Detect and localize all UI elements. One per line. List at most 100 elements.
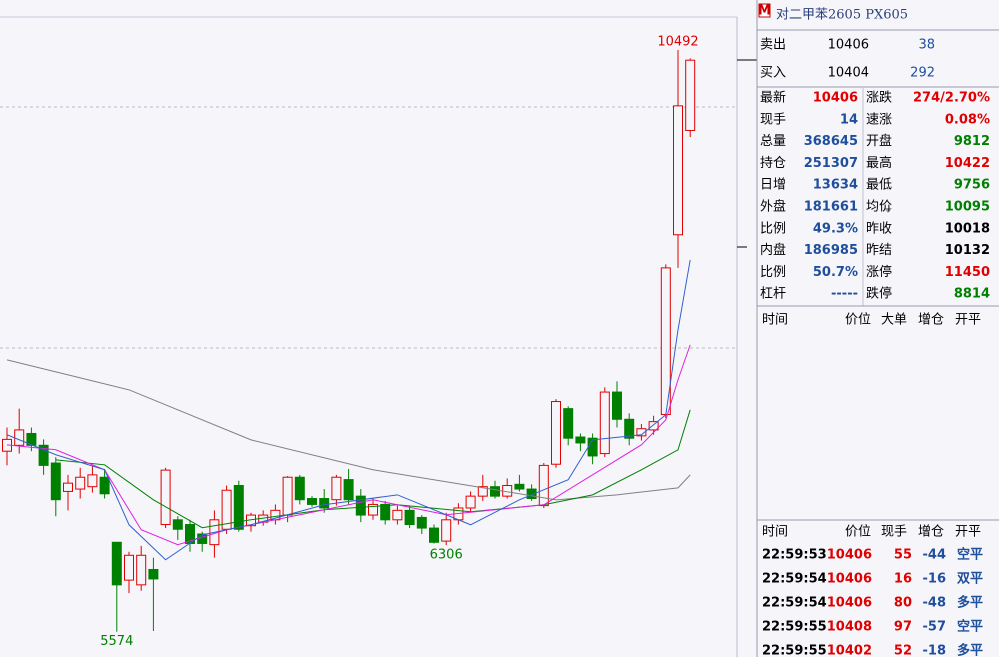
candle-body: [673, 105, 683, 236]
stat-label: 均价: [866, 200, 892, 215]
trade-cell: 80: [894, 596, 912, 611]
candle-body: [392, 509, 403, 521]
stat-label: 速涨: [866, 112, 892, 127]
trade-cell: 多平: [957, 643, 983, 657]
candle-body: [380, 503, 391, 521]
column-header: 现手: [881, 525, 907, 540]
stat-label: 昨结: [866, 243, 892, 258]
trade-cell: 22:59:54: [762, 572, 827, 587]
stat-label: 昨收: [866, 221, 892, 236]
price-annotation: 6306: [430, 548, 463, 563]
candle-body: [612, 391, 622, 420]
stat-label: 比例: [760, 221, 786, 236]
candle-body: [551, 401, 561, 465]
stat-value: 9756: [954, 178, 990, 193]
stat-value: 10018: [945, 221, 990, 236]
trade-cell: -44: [923, 548, 947, 563]
stat-label: 日增: [760, 178, 786, 193]
candle-body: [465, 495, 476, 509]
candle-body: [14, 429, 25, 446]
candle-body: [148, 568, 159, 580]
candle-body: [331, 476, 342, 501]
trade-cell: -18: [923, 644, 947, 657]
trade-cell: 22:59:55: [762, 620, 827, 635]
trade-cell: 10406: [827, 548, 872, 563]
orderbook-label: 卖出: [760, 38, 786, 53]
candle-body: [599, 391, 610, 455]
candle-body: [111, 541, 122, 586]
trade-cell: -48: [923, 596, 947, 611]
trade-cell: 52: [894, 644, 912, 657]
candle-body: [624, 418, 635, 439]
candle-body: [563, 408, 574, 439]
stat-label: 外盘: [760, 199, 786, 215]
candle-body: [429, 527, 439, 543]
price-annotation: 5574: [100, 634, 133, 649]
column-header: 增仓: [918, 525, 944, 540]
candle-body: [587, 437, 598, 457]
orderbook-label: 买入: [760, 66, 786, 81]
candle-body: [282, 476, 293, 516]
stat-label: 最低: [866, 178, 892, 193]
candle-body: [343, 479, 354, 501]
candle-body: [172, 519, 183, 530]
stat-label: 总量: [760, 134, 786, 149]
candle-body: [160, 469, 171, 526]
column-header: 开平: [955, 313, 981, 328]
candle-body: [490, 486, 500, 497]
stat-value: 274/2.70%: [913, 91, 990, 106]
stat-value: 9812: [954, 134, 990, 149]
candle-body: [477, 486, 488, 497]
panel-title: 对二甲苯2605 PX605: [776, 8, 908, 23]
candle-body: [294, 476, 305, 501]
trade-cell: 22:59:55: [762, 644, 827, 657]
candle-body: [404, 509, 415, 526]
stat-value: 10422: [945, 156, 990, 171]
candle-body: [514, 483, 525, 490]
trade-cell: 多平: [957, 595, 983, 611]
stat-label: 现手: [760, 112, 786, 127]
orderbook-volume: 292: [910, 66, 935, 81]
moving-average: [6, 359, 691, 501]
trade-cell: 空平: [957, 619, 983, 635]
candle-body: [136, 554, 147, 586]
candle-body: [416, 516, 427, 529]
stat-label: 最新: [760, 90, 786, 106]
stat-value: 49.3%: [813, 221, 858, 236]
moving-average: [6, 344, 691, 546]
candle-body: [355, 495, 366, 516]
candle-body: [685, 59, 696, 131]
stat-value: -----: [831, 287, 858, 302]
trade-cell: 10408: [827, 620, 872, 635]
stat-value: 0.08%: [945, 112, 990, 127]
dropdown-icon: [884, 208, 892, 213]
trade-cell: 空平: [957, 547, 983, 563]
candle-body: [99, 476, 110, 495]
column-header: 大单: [881, 313, 907, 328]
stat-label: 持仓: [760, 156, 786, 171]
price-annotation: 10492: [657, 35, 698, 50]
stat-label: 涨停: [866, 264, 892, 280]
trade-cell: 22:59:53: [762, 548, 827, 563]
stat-value: 186985: [804, 243, 858, 258]
orderbook-price: 10406: [828, 38, 869, 53]
candle-body: [538, 464, 549, 507]
moving-average: [6, 259, 691, 561]
stat-label: 杠杆: [760, 286, 786, 302]
candle-body: [648, 421, 659, 431]
stat-value: 251307: [804, 156, 858, 171]
stat-value: 10132: [945, 243, 990, 258]
stat-label: 跌停: [866, 286, 892, 302]
stat-label: 最高: [866, 155, 892, 171]
trade-cell: 双平: [957, 572, 983, 587]
stat-value: 368645: [804, 134, 858, 149]
column-header: 价位: [845, 525, 871, 540]
trade-cell: 10406: [827, 596, 872, 611]
candle-body: [575, 436, 586, 444]
candle-body: [124, 554, 134, 581]
stat-value: 8814: [954, 287, 990, 302]
stat-value: 50.7%: [813, 265, 858, 280]
